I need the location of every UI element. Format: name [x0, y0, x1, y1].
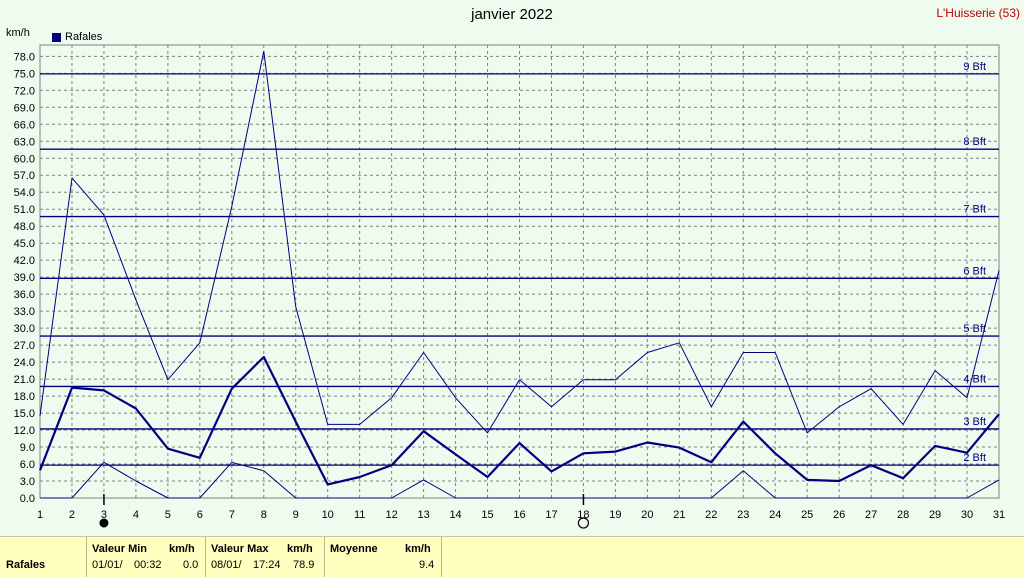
max-header: Valeur Max [211, 543, 269, 555]
x-tick-label: 3 [101, 509, 107, 521]
x-tick-label: 15 [481, 509, 493, 521]
x-tick-label: 20 [641, 509, 653, 521]
new-moon-icon [577, 517, 590, 529]
beaufort-label: 2 Bft [963, 452, 986, 464]
x-tick-label: 6 [197, 509, 203, 521]
y-tick-label: 30.0 [14, 323, 35, 335]
y-tick-label: 75.0 [14, 68, 35, 80]
max-value: 78.9 [293, 559, 315, 571]
x-tick-label: 8 [261, 509, 267, 521]
mean-unit: km/h [405, 543, 431, 555]
x-tick-label: 14 [449, 509, 461, 521]
x-tick-label: 7 [229, 509, 235, 521]
stats-footer: Rafales Valeur Min km/h 01/01/ 00:32 0.0… [0, 536, 1024, 577]
footer-mean-cell: Moyenne km/h 9.4 [324, 537, 442, 577]
min-date: 01/01/ [92, 559, 123, 571]
beaufort-label: 8 Bft [963, 136, 986, 148]
x-tick-label: 1 [37, 509, 43, 521]
x-tick-label: 25 [801, 509, 813, 521]
beaufort-label: 6 Bft [963, 265, 986, 277]
y-tick-label: 45.0 [14, 238, 35, 250]
y-tick-label: 0.0 [20, 493, 35, 505]
x-tick-label: 29 [929, 509, 941, 521]
y-tick-label: 9.0 [20, 442, 35, 454]
max-time: 17:24 [253, 559, 281, 571]
footer-row-label: Rafales [6, 559, 46, 571]
y-tick-label: 78.0 [14, 51, 35, 63]
x-tick-label: 18 [577, 509, 589, 521]
x-tick-label: 27 [865, 509, 877, 521]
y-tick-label: 60.0 [14, 153, 35, 165]
min-unit: km/h [169, 543, 195, 555]
y-tick-label: 6.0 [20, 459, 35, 471]
y-tick-label: 48.0 [14, 221, 35, 233]
y-tick-label: 66.0 [14, 119, 35, 131]
x-tick-label: 28 [897, 509, 909, 521]
x-tick-label: 10 [322, 509, 334, 521]
x-tick-label: 9 [293, 509, 299, 521]
beaufort-label: 9 Bft [963, 61, 986, 73]
x-tick-label: 13 [417, 509, 429, 521]
beaufort-label: 4 Bft [963, 373, 986, 385]
series-line-mean [38, 355, 1000, 486]
chart-plot: 0.0 3.0 6.0 9.0 12.0 15.0 18.0 21.0 24.0 27.0 30.0… [14, 44, 1005, 529]
y-tick-label: 69.0 [14, 102, 35, 114]
max-unit: km/h [287, 543, 313, 555]
footer-label-cell: Rafales [0, 537, 87, 577]
y-tick-label: 33.0 [14, 306, 35, 318]
x-tick-label: 5 [165, 509, 171, 521]
x-tick-label: 23 [737, 509, 749, 521]
footer-min-cell: Valeur Min km/h 01/01/ 00:32 0.0 [86, 537, 206, 577]
x-tick-label: 26 [833, 509, 845, 521]
y-tick-label: 54.0 [14, 187, 35, 199]
y-tick-label: 57.0 [14, 170, 35, 182]
x-tick-label: 17 [545, 509, 557, 521]
y-axis-unit-label: km/h [6, 27, 30, 39]
y-tick-label: 36.0 [14, 289, 35, 301]
y-tick-label: 18.0 [14, 391, 35, 403]
min-value: 0.0 [183, 559, 199, 571]
min-time: 00:32 [134, 559, 162, 571]
y-tick-label: 42.0 [14, 255, 35, 267]
min-header: Valeur Min [92, 543, 148, 555]
beaufort-label: 3 Bft [963, 416, 986, 428]
series-line-min [40, 461, 1000, 499]
y-tick-label: 3.0 [20, 476, 35, 488]
series-line-max [39, 50, 1000, 434]
x-tick-label: 16 [513, 509, 525, 521]
y-tick-label: 51.0 [14, 204, 35, 216]
x-tick-label: 4 [133, 509, 139, 521]
mean-header: Moyenne [330, 543, 378, 555]
max-date: 08/01/ [211, 559, 242, 571]
station-location: L'Huisserie (53) [936, 6, 1020, 20]
x-tick-label: 11 [354, 509, 365, 521]
x-tick-label: 24 [769, 509, 781, 521]
x-tick-label: 31 [993, 509, 1005, 521]
y-tick-label: 63.0 [14, 136, 35, 148]
legend-swatch [52, 32, 61, 42]
footer-max-cell: Valeur Max km/h 08/01/ 17:24 78.9 [205, 537, 325, 577]
mean-value: 9.4 [419, 559, 435, 571]
y-tick-label: 12.0 [14, 425, 35, 437]
x-tick-label: 19 [609, 509, 621, 521]
x-tick-label: 21 [673, 509, 685, 521]
chart-title: janvier 2022 [471, 6, 553, 23]
y-tick-label: 21.0 [14, 374, 35, 386]
x-tick-label: 12 [386, 509, 398, 521]
beaufort-label: 7 Bft [963, 204, 986, 216]
full-moon-icon [99, 518, 109, 528]
beaufort-label: 5 Bft [963, 323, 986, 335]
y-tick-label: 15.0 [14, 408, 35, 420]
y-tick-label: 72.0 [14, 85, 35, 97]
x-tick-label: 22 [705, 509, 717, 521]
y-tick-label: 24.0 [14, 357, 35, 369]
x-tick-label: 30 [961, 509, 973, 521]
x-tick-label: 2 [69, 509, 75, 521]
y-tick-label: 27.0 [14, 340, 35, 352]
y-tick-label: 39.0 [14, 272, 35, 284]
legend: Rafales [52, 31, 102, 43]
legend-label: Rafales [65, 31, 103, 43]
